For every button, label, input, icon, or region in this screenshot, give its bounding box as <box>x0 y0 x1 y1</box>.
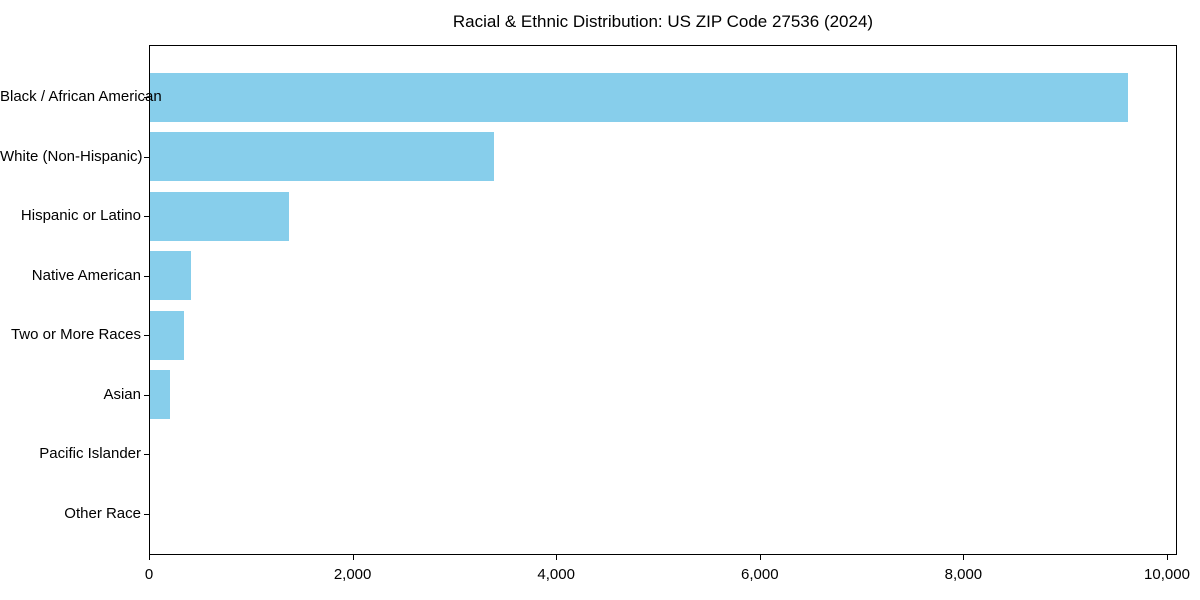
x-tick-mark <box>963 555 965 560</box>
y-tick-label-hispanic-or-latino: Hispanic or Latino <box>20 207 141 225</box>
y-tick-mark <box>144 394 149 396</box>
y-tick-label-two-or-more-races: Two or More Races <box>10 326 141 344</box>
y-tick-label-other-race: Other Race <box>64 504 141 522</box>
y-tick-label-black-african-american: Black / African American <box>0 88 162 106</box>
x-tick-label-4000: 4,000 <box>537 566 575 583</box>
chart-title: Racial & Ethnic Distribution: US ZIP Cod… <box>452 12 874 31</box>
plot-area <box>149 45 1177 555</box>
x-tick-mark <box>352 555 354 560</box>
y-tick-mark <box>144 454 149 456</box>
bar-two-or-more-races <box>150 310 184 360</box>
y-tick-label-pacific-islander: Pacific Islander <box>39 445 141 463</box>
x-tick-mark <box>556 555 558 560</box>
bars-layer <box>150 46 1176 554</box>
y-tick-mark <box>144 275 149 277</box>
bar-hispanic-or-latino <box>150 191 289 241</box>
x-tick-label-10000: 10,000 <box>1144 566 1190 583</box>
y-tick-mark <box>144 156 149 158</box>
y-tick-mark <box>144 97 149 99</box>
x-tick-label-2000: 2,000 <box>333 566 372 583</box>
bar-native-american <box>150 251 191 301</box>
x-tick-label-6000: 6,000 <box>741 566 779 583</box>
x-tick-label-8000: 8,000 <box>944 566 983 583</box>
x-tick-mark <box>1167 555 1168 560</box>
x-tick-label-0: 0 <box>144 566 154 583</box>
x-tick-mark <box>759 555 761 560</box>
y-tick-label-white-non-hispanic: White (Non-Hispanic) <box>0 147 143 165</box>
y-tick-mark <box>144 216 149 218</box>
bar-black-african-american <box>150 72 1128 122</box>
y-tick-label-asian: Asian <box>103 385 141 403</box>
x-tick-mark <box>149 555 150 560</box>
y-tick-mark <box>144 513 149 515</box>
bar-asian <box>150 370 170 420</box>
bar-white-non-hispanic <box>150 132 494 182</box>
y-tick-label-native-american: Native American <box>31 266 141 284</box>
y-tick-mark <box>144 335 149 337</box>
